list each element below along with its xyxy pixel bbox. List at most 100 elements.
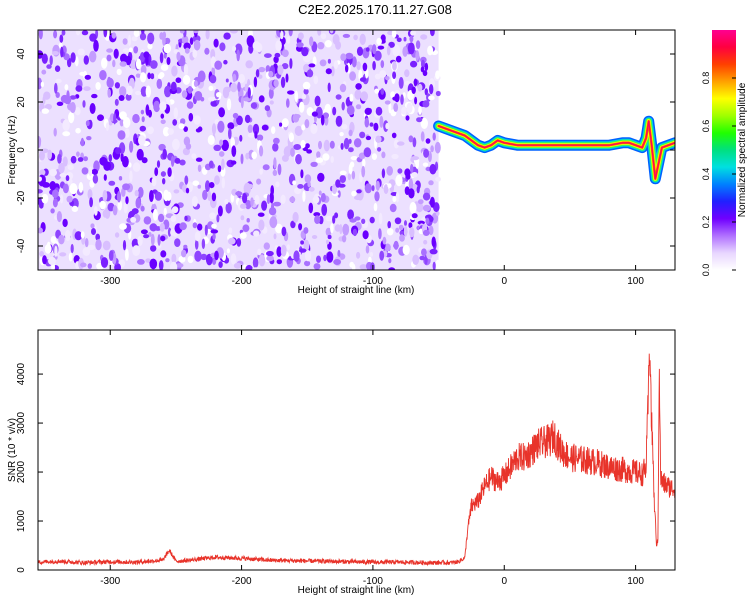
- noise-blob: [425, 138, 431, 144]
- noise-blob: [53, 127, 57, 137]
- noise-blob: [77, 157, 84, 162]
- noise-blob: [273, 157, 277, 169]
- noise-blob: [208, 96, 216, 102]
- noise-blob: [409, 227, 415, 238]
- noise-blob: [219, 139, 224, 146]
- noise-blob: [402, 244, 410, 256]
- noise-blob: [49, 181, 56, 191]
- noise-blob: [80, 231, 85, 239]
- noise-blob: [171, 206, 179, 214]
- noise-blob: [349, 161, 355, 168]
- noise-blob: [264, 53, 272, 58]
- noise-blob: [253, 76, 258, 88]
- noise-blob: [89, 197, 93, 208]
- noise-blob: [106, 54, 112, 62]
- noise-blob: [415, 159, 420, 169]
- noise-blob: [150, 73, 155, 80]
- noise-blob: [386, 228, 394, 236]
- noise-blob: [184, 175, 189, 185]
- noise-blob: [365, 68, 369, 79]
- snr-y-ticks: 0 1000 2000 3000 4000: [16, 363, 675, 573]
- noise-blob: [371, 185, 375, 192]
- noise-blob: [403, 36, 407, 42]
- noise-blob: [415, 50, 420, 61]
- noise-blob: [127, 34, 132, 46]
- noise-blob: [184, 215, 188, 222]
- noise-blob: [373, 202, 378, 212]
- noise-blob: [125, 248, 129, 261]
- noise-blob: [295, 154, 302, 165]
- colorbar-ticks: 0.0 0.2 0.4 0.6 0.8: [701, 72, 736, 276]
- noise-blob: [365, 245, 370, 254]
- noise-blob: [422, 162, 429, 167]
- noise-blob: [396, 37, 402, 43]
- noise-blob: [349, 71, 356, 81]
- noise-blob: [147, 72, 151, 80]
- noise-blob: [429, 248, 438, 255]
- heatmap-y-tick-label: 40: [16, 48, 27, 60]
- heatmap-y-tick-label: -20: [16, 190, 27, 205]
- noise-blob: [123, 117, 131, 128]
- noise-blob: [122, 38, 128, 45]
- noise-blob: [82, 100, 86, 108]
- noise-blob: [181, 35, 189, 45]
- noise-blob: [246, 35, 255, 47]
- noise-blob: [353, 34, 358, 41]
- noise-blob: [335, 94, 342, 100]
- noise-blob: [245, 264, 253, 270]
- noise-blob: [156, 160, 161, 168]
- noise-blob: [145, 85, 151, 98]
- noise-blob: [140, 64, 147, 75]
- noise-blob: [213, 38, 219, 48]
- noise-blob: [378, 228, 382, 240]
- colorbar-tick-label: 0.2: [701, 216, 711, 229]
- noise-blob: [102, 209, 108, 218]
- noise-blob: [293, 250, 300, 262]
- noise-blob: [400, 94, 404, 105]
- noise-blob: [39, 251, 44, 257]
- noise-blob: [407, 42, 415, 55]
- noise-blob: [191, 153, 197, 160]
- noise-blob: [212, 257, 217, 265]
- noise-blob: [377, 45, 385, 50]
- noise-blob: [217, 120, 225, 133]
- noise-blob: [393, 102, 399, 112]
- noise-blob: [64, 84, 69, 91]
- heatmap-x-tick-label: -300: [100, 276, 120, 287]
- noise-blob: [164, 85, 172, 98]
- noise-blob: [421, 59, 425, 69]
- noise-blob: [44, 103, 53, 110]
- noise-blob: [317, 172, 325, 182]
- snr-x-axis-label: Height of straight line (km): [298, 585, 415, 596]
- noise-blob: [266, 194, 271, 205]
- noise-blob: [277, 163, 282, 176]
- noise-blob: [194, 91, 203, 101]
- noise-blob: [149, 190, 154, 202]
- noise-blob: [273, 201, 281, 207]
- noise-blob: [420, 131, 425, 142]
- noise-blob: [183, 42, 191, 50]
- signal-trace-band: [438, 120, 675, 180]
- noise-blob: [112, 253, 117, 265]
- noise-blob: [365, 135, 372, 141]
- noise-blob: [377, 147, 382, 152]
- noise-blob: [192, 49, 198, 58]
- noise-blob: [432, 261, 436, 270]
- noise-blob: [308, 202, 314, 214]
- noise-blob: [116, 68, 122, 76]
- noise-blob: [424, 88, 428, 96]
- noise-blob: [388, 267, 396, 270]
- heatmap-y-tick-label: -40: [16, 238, 27, 253]
- noise-blob: [234, 43, 243, 56]
- noise-blob: [276, 259, 282, 265]
- noise-blob: [211, 192, 217, 202]
- noise-blob: [238, 73, 245, 84]
- noise-blob: [401, 106, 407, 115]
- noise-blob: [62, 183, 69, 194]
- noise-blob: [225, 78, 229, 83]
- noise-blob: [280, 244, 287, 257]
- noise-blob: [428, 225, 434, 236]
- noise-blob: [71, 205, 79, 212]
- snr-x-tick-label: 0: [501, 576, 507, 587]
- noise-blob: [388, 258, 392, 264]
